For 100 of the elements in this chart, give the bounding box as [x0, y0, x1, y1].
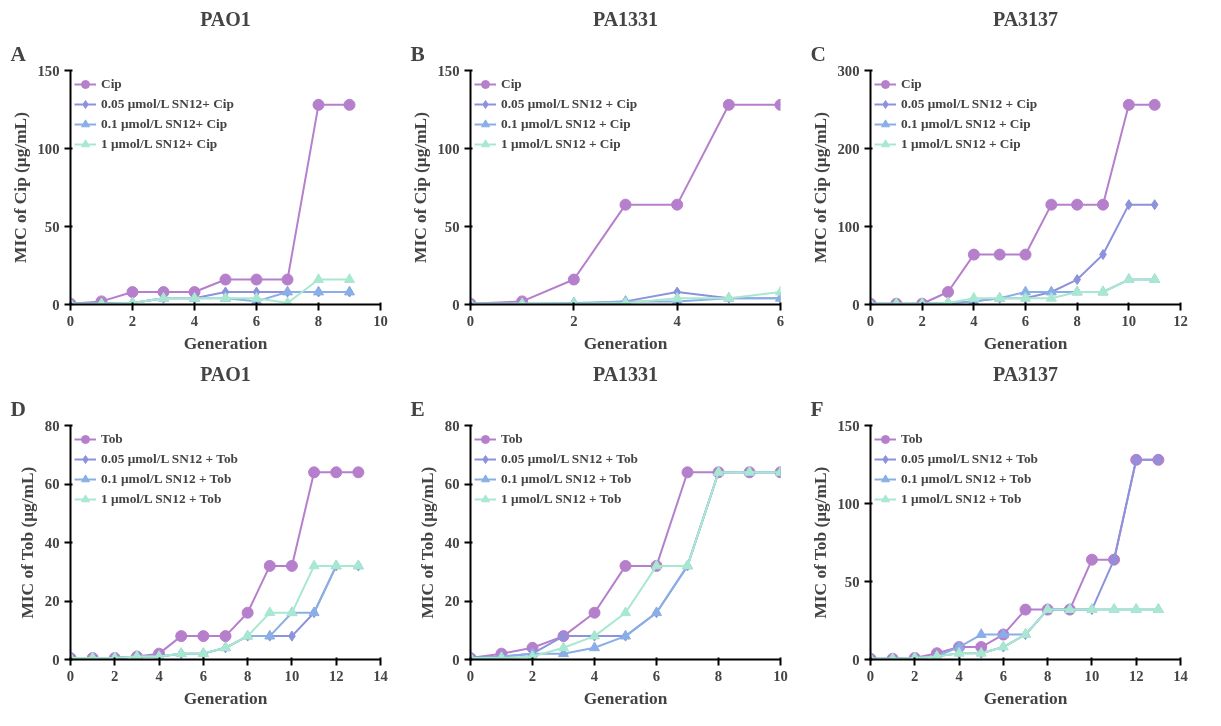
x-tick-label: 8	[714, 667, 723, 684]
x-tick-label: 10	[1084, 667, 1100, 684]
x-axis-title: Generation	[583, 333, 668, 353]
y-tick-label: 100	[837, 495, 860, 512]
y-tick-label: 50	[44, 218, 60, 235]
legend-label: 1 μmol/L SN12+ Cip	[101, 136, 218, 152]
y-tick-label: 100	[37, 140, 60, 157]
x-tick-label: 2	[918, 312, 926, 329]
legend-label: 1 μmol/L SN12 + Tob	[101, 491, 222, 507]
y-tick-label: 0	[52, 296, 60, 313]
x-tick-label: 0	[866, 312, 875, 329]
y-tick-label: 60	[44, 476, 60, 492]
text: F	[810, 396, 824, 421]
y-tick-label: 0	[452, 651, 460, 668]
y-tick-label: 0	[452, 296, 460, 313]
legend-label: 0.1 μmol/L SN12+ Cip	[101, 116, 228, 132]
x-tick-label: 8	[314, 312, 323, 329]
y-tick-label: 80	[444, 417, 460, 434]
legend-label: Tob	[901, 431, 923, 447]
x-tick-label: 6	[652, 667, 661, 684]
x-tick-label: 0	[466, 667, 475, 684]
y-tick-label: 0	[52, 651, 60, 668]
legend-label: 0.05 μmol/L SN12+ Cip	[101, 96, 234, 112]
legend-label: 0.05 μmol/L SN12 + Tob	[101, 451, 238, 467]
y-tick-label: 40	[444, 534, 460, 551]
x-tick-label: 0	[866, 667, 875, 684]
legend-label: 1 μmol/L SN12 + Cip	[901, 136, 1021, 152]
x-tick-label: 12	[1128, 667, 1144, 684]
x-tick-label: 10	[373, 312, 388, 329]
legend-label: 0.1 μmol/L SN12 + Tob	[501, 471, 632, 487]
x-tick-label: 0	[466, 312, 475, 329]
legend-label: 0.05 μmol/L SN12 + Tob	[501, 451, 638, 467]
legend-label: 0.1 μmol/L SN12 + Cip	[901, 116, 1031, 132]
x-tick-label: 12	[1173, 312, 1188, 329]
y-tick-label: 100	[837, 218, 860, 235]
y-tick-label: 20	[44, 593, 60, 609]
y-axis-title: MIC of Tob (μg/mL)	[17, 466, 37, 619]
x-tick-label: 2	[128, 312, 137, 329]
y-tick-label: 150	[37, 62, 60, 79]
y-axis-title: MIC of Cip (μg/mL)	[10, 111, 30, 263]
legend-label: 0.1 μmol/L SN12 + Tob	[101, 471, 232, 487]
x-axis-title: Generation	[183, 333, 268, 353]
x-tick-label: 4	[590, 667, 599, 684]
x-tick-label: 12	[328, 667, 344, 684]
x-tick-label: 6	[1021, 312, 1030, 329]
x-tick-label: 4	[970, 312, 979, 329]
legend-label: Cip	[501, 76, 522, 92]
legend-label: 0.05 μmol/L SN12 + Cip	[901, 96, 1038, 112]
x-tick-label: 14	[373, 667, 389, 684]
y-tick-label: 200	[837, 140, 860, 157]
x-tick-label: 2	[911, 667, 919, 684]
y-tick-label: 0	[852, 296, 860, 313]
y-tick-label: 50	[844, 573, 860, 590]
y-tick-label: 0	[852, 651, 860, 668]
y-tick-label: 150	[437, 62, 460, 79]
x-axis-title: Generation	[583, 688, 668, 708]
legend-label: Tob	[101, 431, 123, 447]
x-axis-title: Generation	[983, 688, 1068, 708]
chart-title: PA3137	[992, 7, 1059, 30]
x-tick-label: 4	[155, 667, 164, 684]
y-tick-label: 60	[444, 476, 460, 492]
text: B	[410, 41, 425, 66]
legend-label: Cip	[901, 76, 922, 92]
y-tick-label: 100	[437, 140, 460, 157]
text: C	[810, 41, 826, 66]
x-tick-label: 4	[955, 667, 964, 684]
x-tick-label: 6	[252, 312, 261, 329]
y-axis-title: MIC of Tob (μg/mL)	[810, 466, 830, 619]
x-tick-label: 8	[1073, 312, 1081, 329]
chart-title: PA1331	[592, 362, 659, 385]
legend-label: 0.1 μmol/L SN12 + Tob	[901, 471, 1032, 487]
chart-title: PAO1	[200, 362, 251, 385]
y-tick-label: 80	[44, 417, 60, 434]
x-tick-label: 8	[243, 667, 252, 684]
legend-label: 1 μmol/L SN12 + Tob	[501, 491, 622, 507]
legend-label: 1 μmol/L SN12 + Tob	[901, 491, 1022, 507]
x-tick-label: 8	[1043, 667, 1052, 684]
x-tick-label: 4	[673, 312, 682, 329]
text: E	[410, 396, 425, 421]
y-axis-title: MIC of Tob (μg/mL)	[417, 466, 437, 619]
x-tick-label: 4	[190, 312, 199, 329]
x-tick-label: 14	[1173, 667, 1189, 684]
chart-title: PAO1	[200, 7, 251, 30]
x-tick-label: 0	[66, 667, 75, 684]
y-axis-title: MIC of Cip (μg/mL)	[810, 111, 830, 263]
text: A	[10, 41, 27, 66]
x-tick-label: 6	[999, 667, 1008, 684]
x-axis-title: Generation	[983, 333, 1068, 353]
legend-label: 0.05 μmol/L SN12 + Cip	[501, 96, 638, 112]
y-tick-label: 150	[837, 417, 860, 434]
x-tick-label: 2	[528, 667, 537, 684]
x-tick-label: 2	[570, 312, 578, 329]
x-tick-label: 10	[773, 667, 788, 684]
legend-label: Tob	[501, 431, 523, 447]
chart-title: PA3137	[992, 362, 1059, 385]
legend-label: 0.1 μmol/L SN12 + Cip	[501, 116, 631, 132]
x-tick-label: 10	[1121, 312, 1137, 329]
x-tick-label: 0	[66, 312, 75, 329]
y-tick-label: 50	[444, 218, 460, 235]
x-tick-label: 10	[284, 667, 300, 684]
